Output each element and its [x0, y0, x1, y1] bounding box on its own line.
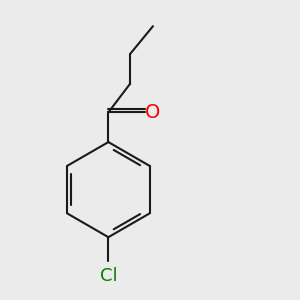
Text: Cl: Cl	[100, 267, 117, 285]
Text: O: O	[145, 103, 160, 122]
